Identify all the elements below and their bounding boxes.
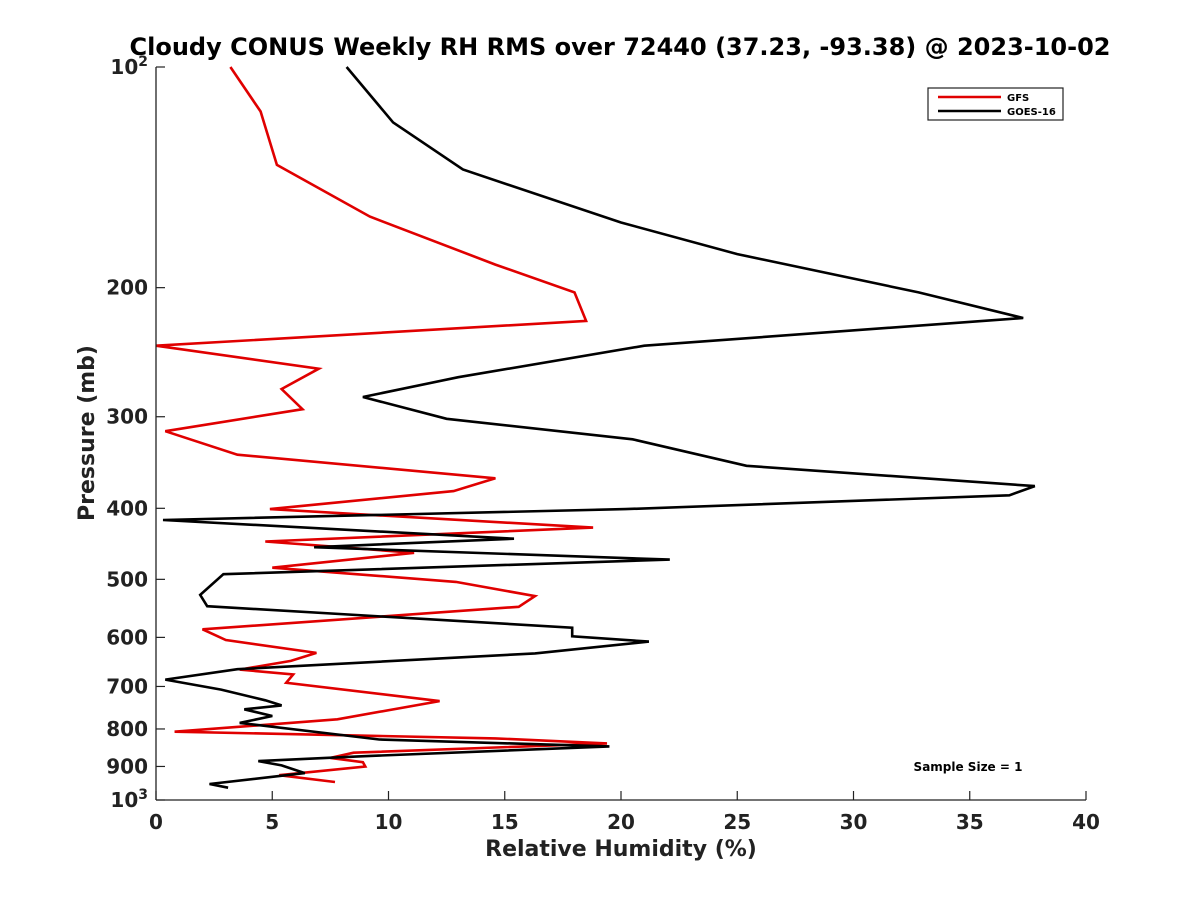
y-tick-label: 300 [106, 405, 148, 429]
legend-box [927, 87, 1064, 121]
sample-size-annotation: Sample Size = 1 [914, 760, 1023, 774]
series-line-gfs [155, 66, 608, 784]
y-tick-label: 900 [106, 754, 148, 778]
legend-label-gfs: GFS [1007, 93, 1029, 104]
series-layer [155, 66, 1036, 789]
x-axis-label: Relative Humidity (%) [485, 837, 757, 862]
y-tick-label: 600 [106, 625, 148, 649]
y-tick-label: 700 [106, 674, 148, 698]
x-tick-label: 10 [375, 810, 403, 834]
y-tick-label: 103 [110, 787, 148, 812]
y-tick-label: 800 [106, 717, 148, 741]
x-tick-label: 40 [1072, 810, 1100, 834]
legend: GFS GOES-16 [927, 87, 1064, 121]
y-ticks: 102 200 300 400 500 600 700 800 900 103 [106, 54, 165, 812]
x-tick-label: 25 [723, 810, 751, 834]
x-tick-label: 35 [956, 810, 984, 834]
axes [155, 67, 1086, 801]
y-tick-label: 102 [110, 54, 148, 79]
x-tick-label: 20 [607, 810, 635, 834]
x-tick-label: 30 [840, 810, 868, 834]
chart-title: Cloudy CONUS Weekly RH RMS over 72440 (3… [130, 33, 1111, 61]
y-tick-label: 400 [106, 496, 148, 520]
x-tick-label: 15 [491, 810, 519, 834]
y-tick-label: 500 [106, 567, 148, 591]
x-tick-label: 5 [265, 810, 279, 834]
x-tick-label: 0 [149, 810, 163, 834]
y-axis-label: Pressure (mb) [75, 345, 100, 521]
y-tick-label: 200 [106, 276, 148, 300]
legend-label-goes-16: GOES-16 [1007, 107, 1056, 118]
x-ticks: 0 5 10 15 20 25 30 35 40 [149, 791, 1100, 834]
series-line-goes-16 [162, 66, 1036, 789]
